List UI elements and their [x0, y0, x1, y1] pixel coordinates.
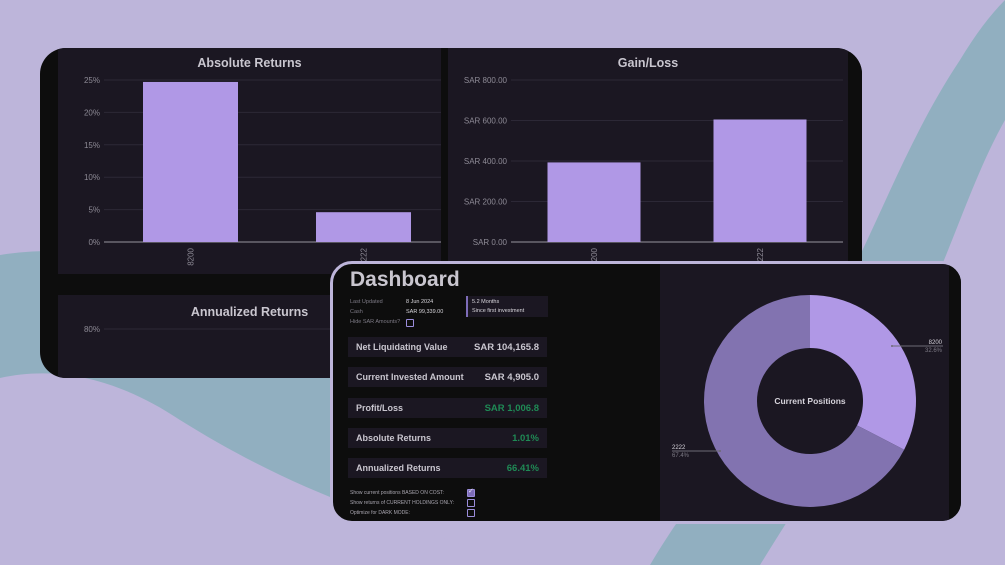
stat-current-invested-amount: Current Invested Amount SAR 4,905.0: [348, 367, 547, 387]
stat-value: SAR 4,905.0: [484, 372, 539, 383]
stat-label: Current Invested Amount: [356, 372, 464, 382]
x-tick-label: 2222: [360, 247, 369, 265]
y-tick-label: SAR 0.00: [473, 238, 508, 247]
y-tick-label: SAR 200.00: [464, 198, 508, 207]
stat-value: SAR 1,006.8: [484, 403, 539, 414]
slice-8200[interactable]: [810, 295, 916, 450]
y-tick-label: SAR 400.00: [464, 157, 508, 166]
absolute-returns-panel: Absolute Returns 0% 5% 10% 15% 20% 25% 8200 222…: [58, 48, 441, 274]
slice-label: 8200: [929, 340, 943, 346]
chart-title: Annualized Returns: [190, 305, 309, 319]
y-tick-label: 15%: [84, 141, 100, 150]
stat-value: 1.01%: [512, 433, 539, 444]
y-tick-label: 10%: [84, 173, 100, 182]
last-updated-label: Last Updated: [350, 299, 383, 305]
dashboard-window: Dashboard Last Updated 8 Jun 2024 Cash S…: [330, 261, 964, 524]
option-label: Optimize for DARK MODE:: [350, 510, 411, 516]
bar-2222[interactable]: [316, 212, 411, 242]
current-holdings-checkbox[interactable]: [467, 499, 475, 507]
stat-profit-loss: Profit/Loss SAR 1,006.8: [348, 398, 547, 418]
y-tick-label: SAR 600.00: [464, 117, 508, 126]
chart-title: Absolute Returns: [197, 56, 302, 70]
bar-2222[interactable]: [713, 119, 807, 242]
stat-value: SAR 104,165.8: [474, 342, 539, 353]
gain-loss-panel: Gain/Loss SAR 0.00 SAR 200.00 SAR 400.00 SA…: [448, 48, 848, 274]
stat-annualized-returns: Annualized Returns 66.41%: [348, 458, 547, 478]
current-positions-panel: Current Positions 8200 32.6% 2222 67.4%: [660, 264, 949, 521]
based-on-cost-checkbox[interactable]: [467, 487, 475, 497]
bar-8200[interactable]: [143, 81, 238, 242]
chart-title: Gain/Loss: [617, 56, 679, 70]
stat-label: Absolute Returns: [356, 433, 432, 443]
page-title: Dashboard: [350, 268, 460, 291]
slice-label: 2222: [672, 445, 686, 451]
slice-percent: 32.6%: [925, 348, 943, 354]
y-tick-label: 25%: [84, 76, 100, 85]
stat-net-liquidating-value: Net Liquidating Value SAR 104,165.8: [348, 337, 547, 357]
y-tick-label: 0%: [88, 238, 100, 247]
option-label: Show current positions BASED ON COST:: [350, 490, 444, 496]
x-tick-label: 2222: [756, 247, 765, 265]
background-wave-right: [650, 0, 1005, 565]
absolute-returns-chart: 0% 5% 10% 15% 20% 25% 8200 2222: [84, 76, 441, 266]
stat-label: Net Liquidating Value: [356, 342, 448, 352]
y-tick-label: 80%: [84, 325, 100, 334]
slice-2222[interactable]: [704, 295, 905, 507]
y-tick-label: 5%: [88, 206, 100, 215]
hide-amounts-checkbox[interactable]: [406, 319, 414, 327]
last-updated-value: 8 Jun 2024: [406, 299, 434, 305]
cash-value: SAR 99,339.00: [406, 309, 444, 315]
x-tick-label: 8200: [187, 247, 196, 265]
gain-loss-chart: SAR 0.00 SAR 200.00 SAR 400.00 SAR 600.00 SA…: [464, 76, 843, 266]
dark-mode-checkbox[interactable]: [467, 509, 475, 517]
investment-duration-box: 5.2 Months Since first investment: [466, 296, 548, 317]
option-label: Show returns of CURRENT HOLDINGS ONLY:: [350, 500, 455, 506]
bar-8200[interactable]: [547, 162, 641, 242]
duration-caption: Since first investment: [472, 308, 525, 314]
stat-absolute-returns: Absolute Returns 1.01%: [348, 428, 547, 448]
donut-center-label: Current Positions: [774, 396, 846, 406]
cash-label: Cash: [350, 309, 363, 315]
background-wave-bottom-lavender: [0, 373, 540, 565]
slice-percent: 67.4%: [672, 453, 690, 459]
stat-value: 66.41%: [506, 463, 539, 474]
duration-value: 5.2 Months: [472, 299, 500, 305]
stat-label: Profit/Loss: [356, 403, 404, 413]
current-positions-donut: Current Positions 8200 32.6% 2222 67.4%: [672, 295, 943, 507]
y-tick-label: SAR 800.00: [464, 76, 508, 85]
x-tick-label: 8200: [590, 247, 599, 265]
hide-amounts-label: Hide SAR Amounts?: [350, 319, 401, 325]
y-tick-label: 20%: [84, 108, 100, 117]
scrollbar-track[interactable]: [951, 264, 961, 521]
stat-label: Annualized Returns: [356, 463, 441, 473]
